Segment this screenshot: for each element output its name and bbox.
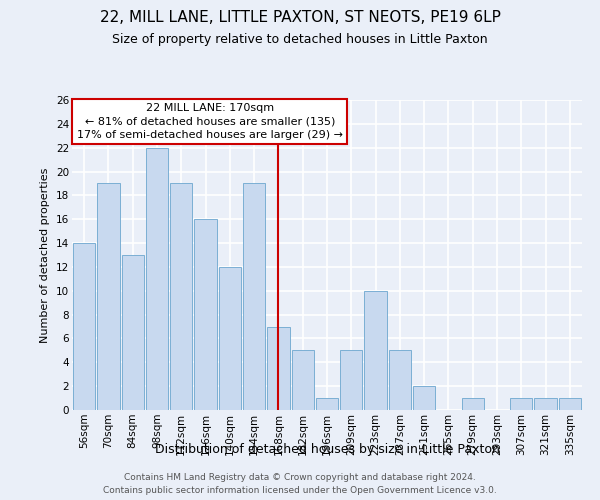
Bar [194, 219, 217, 410]
Bar [97, 184, 119, 410]
Bar [122, 255, 144, 410]
Bar [170, 184, 193, 410]
Bar [340, 350, 362, 410]
Bar [389, 350, 411, 410]
Bar [218, 267, 241, 410]
Text: Distribution of detached houses by size in Little Paxton: Distribution of detached houses by size … [155, 442, 499, 456]
Bar [73, 243, 95, 410]
Text: Contains HM Land Registry data © Crown copyright and database right 2024.
Contai: Contains HM Land Registry data © Crown c… [103, 474, 497, 495]
Bar [461, 398, 484, 410]
Y-axis label: Number of detached properties: Number of detached properties [40, 168, 50, 342]
Bar [535, 398, 557, 410]
Text: Size of property relative to detached houses in Little Paxton: Size of property relative to detached ho… [112, 32, 488, 46]
Bar [559, 398, 581, 410]
Bar [146, 148, 168, 410]
Bar [243, 184, 265, 410]
Bar [267, 326, 290, 410]
Bar [510, 398, 532, 410]
Bar [364, 291, 387, 410]
Text: 22 MILL LANE: 170sqm
← 81% of detached houses are smaller (135)
17% of semi-deta: 22 MILL LANE: 170sqm ← 81% of detached h… [77, 103, 343, 140]
Bar [413, 386, 436, 410]
Bar [292, 350, 314, 410]
Text: 22, MILL LANE, LITTLE PAXTON, ST NEOTS, PE19 6LP: 22, MILL LANE, LITTLE PAXTON, ST NEOTS, … [100, 10, 500, 25]
Bar [316, 398, 338, 410]
